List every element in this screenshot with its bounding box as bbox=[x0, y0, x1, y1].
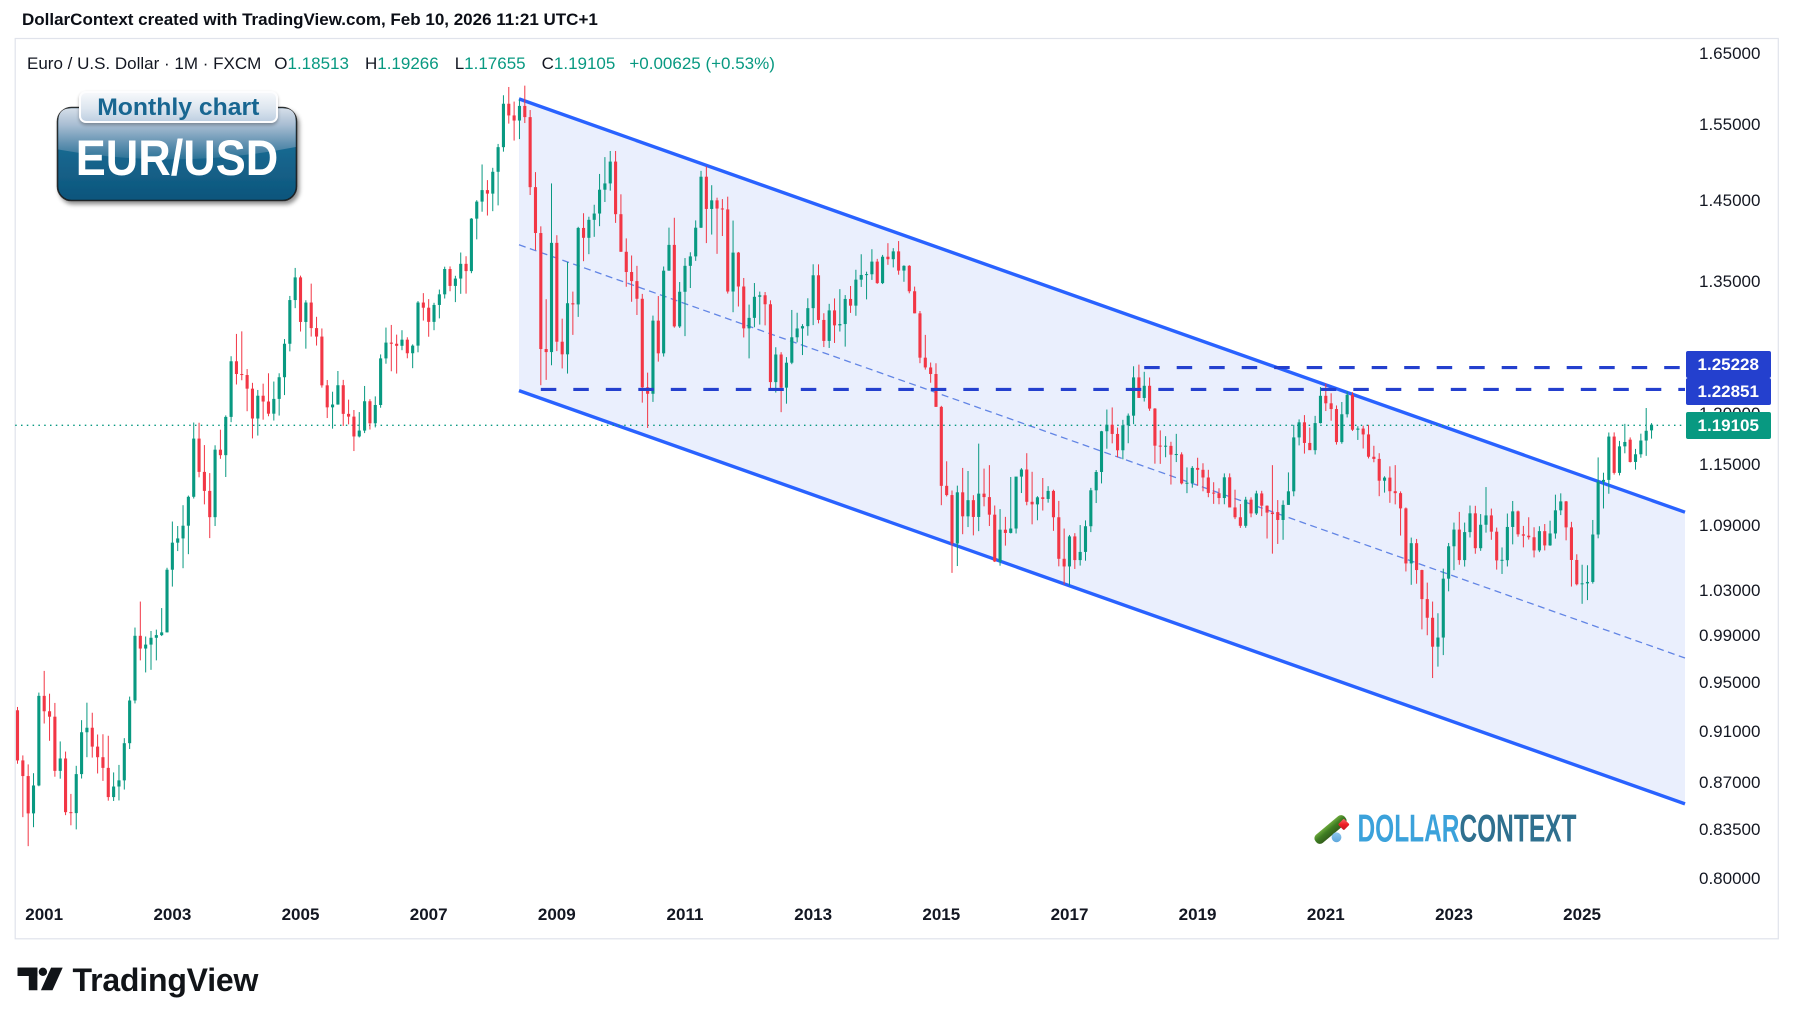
svg-text:DOLLARCONTEXT: DOLLARCONTEXT bbox=[1358, 807, 1577, 850]
